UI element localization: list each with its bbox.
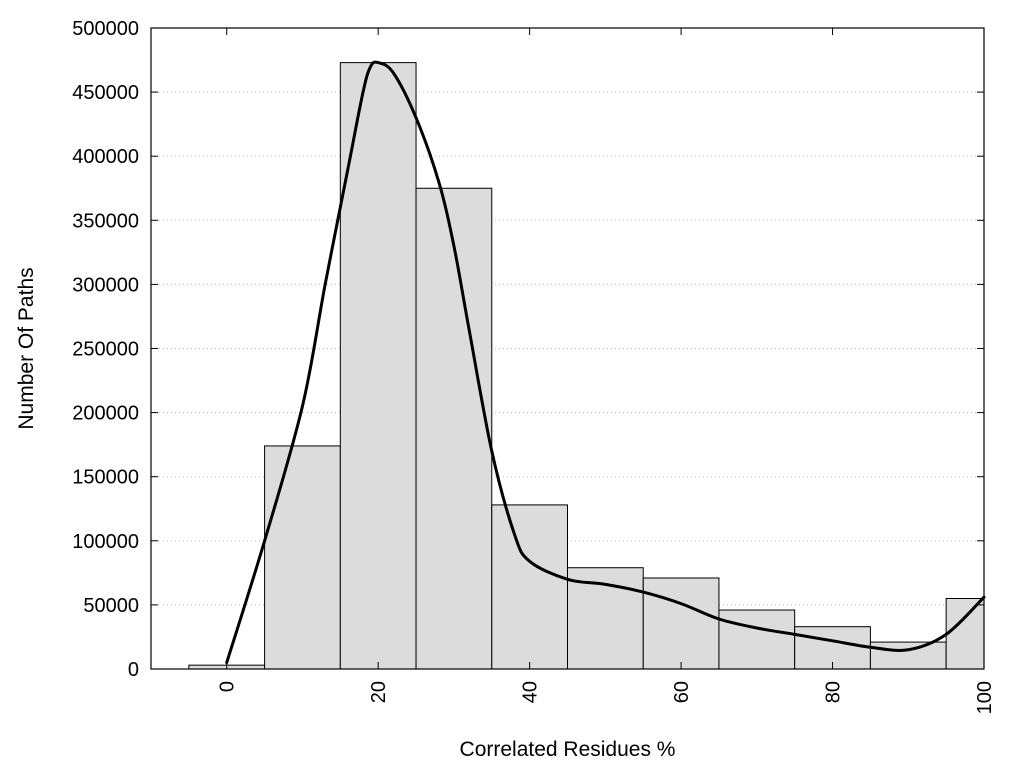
density-curve xyxy=(225,60,986,665)
histogram-bar xyxy=(491,504,569,670)
histogram-bar xyxy=(945,597,985,670)
y-tick-label: 400000 xyxy=(72,146,139,168)
x-tick-label: 20 xyxy=(368,681,390,703)
histogram-bar xyxy=(264,445,341,670)
y-tick-label: 50000 xyxy=(83,595,139,617)
y-axis-ticks: 0 50000 100000 150000 200000 250000 300000 3500… xyxy=(72,18,984,681)
x-tick-label: 60 xyxy=(671,681,693,703)
x-axis-title: Correlated Residues % xyxy=(460,738,676,761)
y-tick-label: 300000 xyxy=(72,274,139,296)
y-tick-label: 150000 xyxy=(72,467,139,489)
histogram-bar xyxy=(642,577,720,670)
y-axis-title: Number Of Paths xyxy=(15,267,38,429)
y-tick-label: 100000 xyxy=(72,531,139,553)
histogram-bar xyxy=(339,62,417,670)
x-tick-label: 0 xyxy=(217,681,239,692)
y-tick-label: 200000 xyxy=(72,403,139,425)
y-tick-label: 350000 xyxy=(72,210,139,232)
x-axis-ticks: 0 20 40 60 80 100 xyxy=(217,28,996,714)
y-tick-label: 250000 xyxy=(72,339,139,361)
x-tick-label: 80 xyxy=(823,681,845,703)
histogram-bar xyxy=(415,187,493,670)
histogram-bar xyxy=(718,609,796,670)
y-tick-label: 0 xyxy=(128,659,139,681)
histogram-bar xyxy=(869,641,947,670)
x-tick-label: 40 xyxy=(520,681,542,703)
x-tick-label: 100 xyxy=(974,681,996,714)
y-tick-label: 450000 xyxy=(72,82,139,104)
histogram-bars xyxy=(188,62,985,670)
y-tick-label: 500000 xyxy=(72,18,139,40)
